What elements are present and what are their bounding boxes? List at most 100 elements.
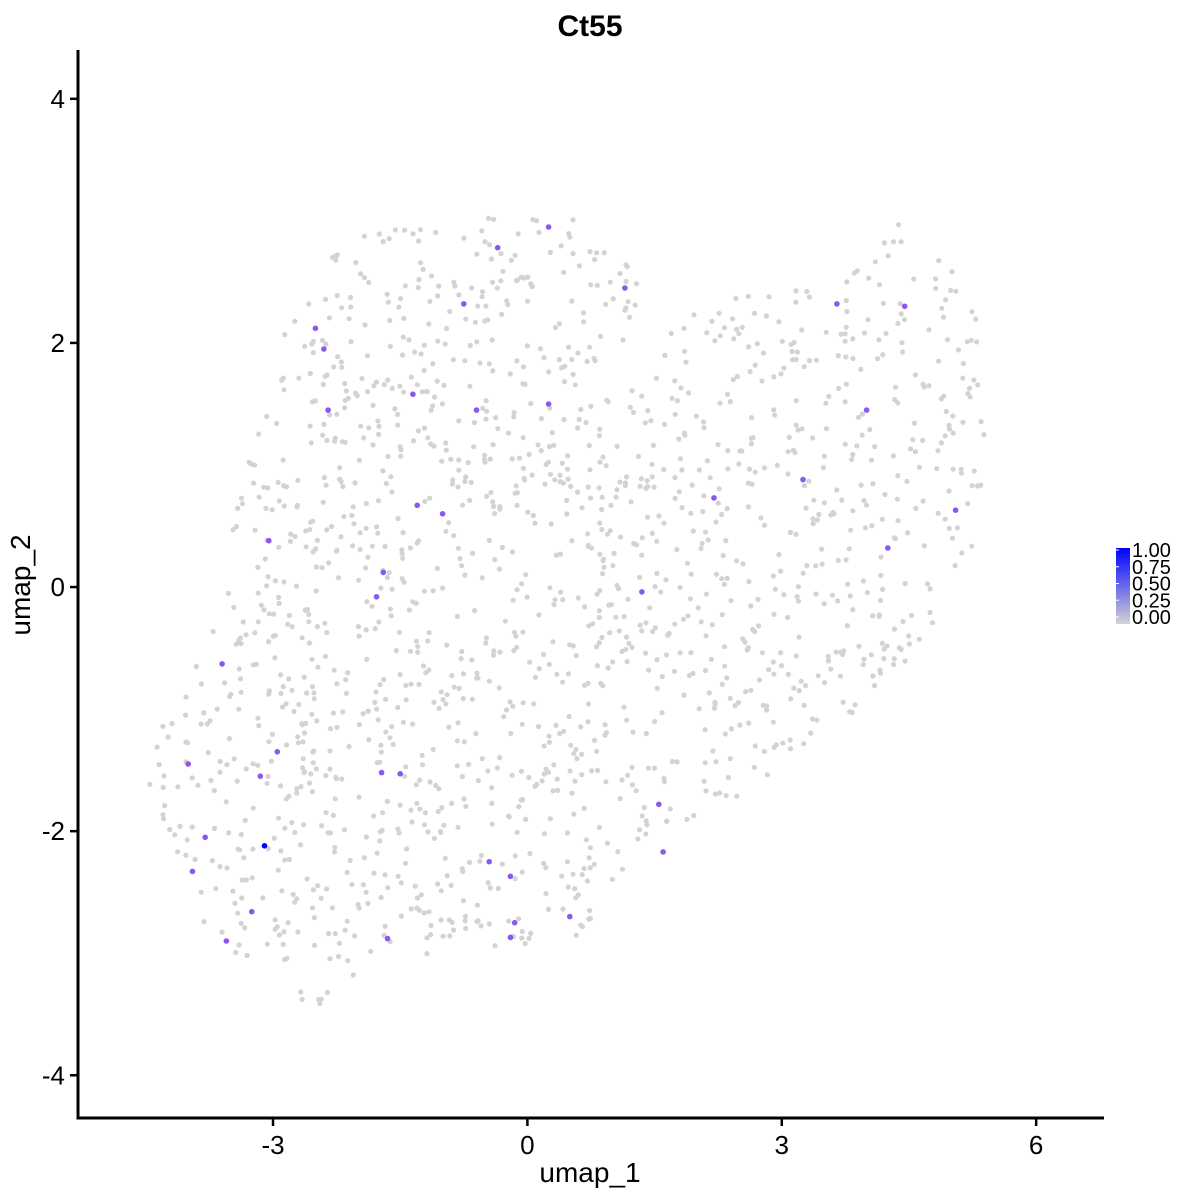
cell-point <box>516 455 523 461</box>
cell-point <box>256 723 262 729</box>
cell-point <box>639 628 645 634</box>
cell-point <box>327 412 333 418</box>
cell-point <box>281 503 287 509</box>
cell-point <box>624 717 630 723</box>
cell-point <box>975 382 981 388</box>
cell-point <box>378 742 384 748</box>
cell-point <box>607 279 613 285</box>
cell-point <box>677 650 683 656</box>
cell-point <box>644 478 650 484</box>
cell-point <box>223 799 229 805</box>
cell-point <box>529 472 535 478</box>
cell-point <box>527 659 533 665</box>
cell-point <box>644 822 650 828</box>
cell-point <box>352 933 358 939</box>
cell-point <box>519 869 525 875</box>
cell-point <box>513 483 519 489</box>
cell-point <box>414 895 420 901</box>
cell-point <box>663 652 670 658</box>
cell-point <box>715 442 721 448</box>
cell-point <box>165 734 171 740</box>
cell-point <box>481 456 488 463</box>
cell-point <box>448 456 454 462</box>
cell-point <box>400 530 406 536</box>
cell-point <box>384 798 390 805</box>
cell-point <box>740 561 746 567</box>
cell-point <box>561 269 567 275</box>
cell-point <box>201 919 207 925</box>
cell-point <box>949 269 955 275</box>
cell-point <box>708 656 714 663</box>
cell-point <box>382 872 388 878</box>
cell-point <box>330 812 336 819</box>
cell-point <box>920 498 926 504</box>
cell-point <box>676 489 682 495</box>
cell-point <box>528 281 534 287</box>
cell-point <box>905 530 911 536</box>
cell-point <box>578 406 584 413</box>
cell-point <box>600 571 606 577</box>
cell-point <box>431 835 437 842</box>
cell-point <box>339 305 345 311</box>
cell-point <box>579 751 585 758</box>
cell-point <box>463 925 469 932</box>
cell-point <box>666 630 672 637</box>
cell-point <box>407 648 414 654</box>
cell-point <box>175 849 181 855</box>
cell-point <box>570 871 576 877</box>
cell-point <box>752 629 758 635</box>
cell-point <box>369 603 375 609</box>
cell-point <box>591 861 597 867</box>
cell-point <box>436 786 442 792</box>
cell-point <box>274 924 280 930</box>
cell-point <box>303 528 309 534</box>
cell-point <box>473 731 479 737</box>
cell-point <box>815 673 821 679</box>
cell-point <box>771 374 777 380</box>
cell-point <box>975 483 981 489</box>
cell-point <box>280 684 286 690</box>
cell-point <box>377 682 383 688</box>
cell-point <box>572 778 578 784</box>
cell-point <box>460 671 467 677</box>
cell-point <box>278 672 284 678</box>
cell-point <box>471 419 477 426</box>
cell-point <box>509 456 515 462</box>
expressing-cell-point <box>325 407 331 413</box>
cell-point <box>509 772 515 778</box>
cell-point <box>746 344 752 350</box>
cell-point <box>553 722 559 728</box>
cell-point <box>370 402 376 408</box>
cell-point <box>214 706 220 712</box>
cell-point <box>499 544 505 551</box>
cell-point <box>310 518 316 524</box>
cell-point <box>415 649 421 655</box>
cell-point <box>326 315 332 321</box>
cell-point <box>198 721 204 727</box>
cell-point <box>447 933 453 939</box>
cell-point <box>435 881 441 887</box>
cell-point <box>471 444 477 450</box>
cell-point <box>659 674 665 680</box>
cell-point <box>477 858 483 864</box>
cell-point <box>755 596 761 603</box>
cell-point <box>770 573 777 579</box>
cell-point <box>828 512 834 518</box>
cell-point <box>498 251 504 257</box>
cell-point <box>645 765 652 771</box>
cell-point <box>953 288 959 294</box>
cell-point <box>597 520 603 526</box>
cell-point <box>646 667 652 673</box>
cell-point <box>160 784 166 791</box>
x-tick-label: -3 <box>261 1130 284 1160</box>
cell-point <box>678 385 684 391</box>
cell-point <box>722 663 728 669</box>
cell-point <box>850 336 856 342</box>
cell-point <box>300 739 306 745</box>
cell-point <box>462 478 468 485</box>
cell-point <box>289 820 295 826</box>
cell-point <box>250 846 256 852</box>
cell-point <box>587 495 594 501</box>
cell-point <box>271 611 277 617</box>
colorbar-label: 1.00 <box>1132 540 1171 562</box>
